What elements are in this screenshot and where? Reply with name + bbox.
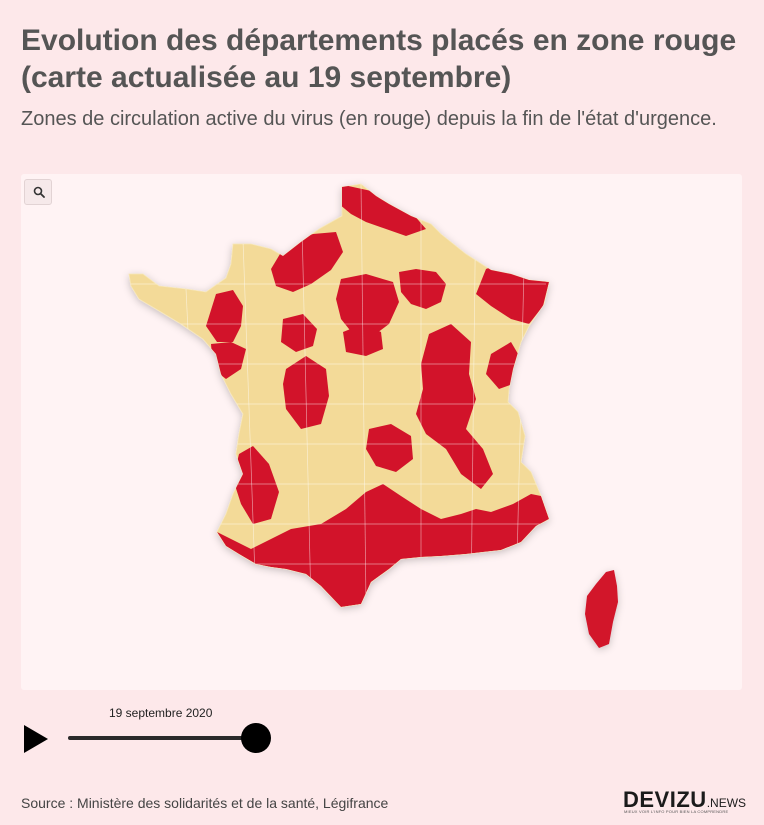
- logo-suffix-text: .NEWS: [706, 796, 747, 810]
- play-icon: [24, 725, 48, 753]
- france-map[interactable]: [21, 174, 742, 690]
- red-zone-sarthe: [281, 314, 317, 352]
- source-note: Source : Ministère des solidarités et de…: [21, 795, 389, 811]
- red-zone-ile-de-france: [336, 274, 399, 336]
- timeline-slider-handle[interactable]: [241, 723, 271, 753]
- logo-main-text: DEVIZU: [623, 787, 707, 812]
- timeline-date-label: 19 septembre 2020: [109, 706, 213, 720]
- red-zone-nord: [339, 184, 426, 236]
- red-zone-rhone-alpes: [416, 324, 493, 489]
- red-zone-grand-est: [476, 264, 549, 324]
- red-zone-marne: [399, 269, 446, 309]
- play-button[interactable]: [22, 724, 50, 754]
- red-zone-occitanie-paca: [217, 484, 549, 607]
- red-zone-puy-de-dome: [366, 424, 413, 472]
- corsica: [585, 570, 618, 648]
- brand-logo: DEVIZU.NEWS MIEUX VOIR L'INFO POUR BIEN …: [623, 787, 747, 814]
- page-title: Evolution des départements placés en zon…: [21, 24, 737, 94]
- search-icon: [33, 186, 45, 198]
- red-zone-ille-et-vilaine: [206, 290, 243, 342]
- zoom-button[interactable]: [24, 179, 52, 205]
- logo-tagline: MIEUX VOIR L'INFO POUR BIEN LA COMPRENDR…: [624, 809, 729, 814]
- timeline-slider-track[interactable]: [68, 736, 256, 740]
- page-subtitle: Zones de circulation active du virus (en…: [21, 108, 717, 130]
- red-zone-gironde: [233, 446, 279, 524]
